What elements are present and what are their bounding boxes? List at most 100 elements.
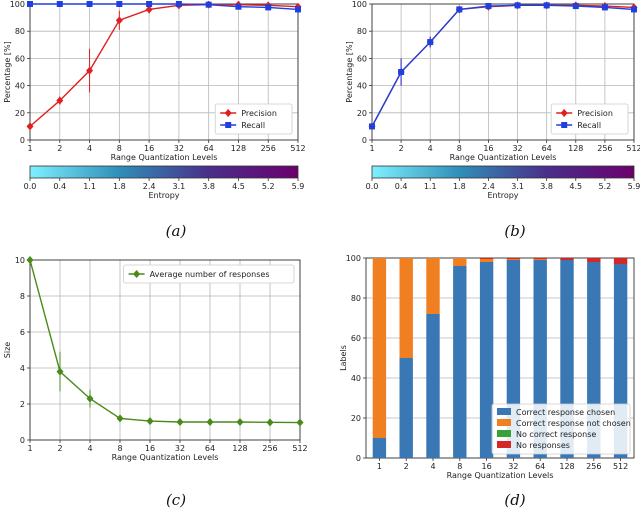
colorbar-label: Entropy [487, 191, 518, 200]
x-tick-label: 256 [262, 444, 277, 453]
bar-segment [506, 258, 521, 259]
x-tick-label: 256 [261, 144, 276, 153]
colorbar-tick-label: 3.1 [511, 182, 524, 191]
x-tick-label: 4 [430, 462, 435, 471]
x-tick-label: 16 [483, 144, 493, 153]
legend-label: No responses [516, 441, 570, 450]
colorbar-tick-label: 1.8 [113, 182, 126, 191]
legend-box [214, 103, 293, 135]
x-tick-label: 8 [117, 444, 122, 453]
x-tick-label: 64 [205, 444, 215, 453]
y-tick-label: 60 [357, 54, 367, 63]
legend-label: Precision [241, 109, 277, 118]
x-tick-label: 256 [586, 462, 601, 471]
legend-label: No correct response [516, 430, 596, 439]
legend-label: Average number of responses [150, 270, 270, 279]
bar-segment [533, 258, 547, 259]
data-point [427, 39, 434, 46]
y-axis-label: Percentage [%] [3, 41, 12, 102]
plot-frame [365, 257, 635, 459]
y-tick-label: 40 [351, 374, 361, 383]
colorbar [29, 165, 299, 179]
colorbar-tick-label: 4.5 [232, 182, 245, 191]
bar-segment [453, 258, 467, 266]
data-point [56, 96, 64, 105]
data-point [26, 256, 34, 264]
plot-frame [29, 259, 301, 441]
bar-segment [533, 259, 547, 260]
caption-d: (d) [504, 491, 525, 509]
legend-box [550, 103, 629, 135]
data-point [146, 417, 154, 426]
y-tick-label: 100 [346, 254, 361, 263]
y-tick-label: 0 [362, 136, 367, 145]
y-tick-label: 20 [357, 109, 367, 118]
x-tick-label: 4 [87, 444, 92, 453]
x-tick-label: 8 [457, 144, 462, 153]
data-point [514, 2, 521, 9]
data-point [266, 418, 274, 427]
y-tick-label: 40 [15, 82, 25, 91]
legend-swatch [497, 408, 511, 415]
x-tick-label: 64 [535, 462, 545, 471]
bar-segment [506, 259, 521, 260]
data-point [86, 394, 94, 403]
legend-marker [225, 122, 232, 128]
bar-segment [453, 266, 467, 458]
data-point [116, 414, 124, 423]
legend-label: Correct response not chosen [516, 419, 631, 428]
x-tick-label: 8 [117, 144, 122, 153]
y-tick-label: 40 [357, 82, 367, 91]
legend-label: Correct response chosen [516, 408, 615, 417]
legend-label: Recall [241, 121, 265, 130]
bar-segment [399, 358, 413, 458]
legend-marker [560, 109, 568, 117]
data-point [56, 367, 64, 376]
y-tick-label: 100 [10, 0, 25, 9]
colorbar-tick-label: 3.8 [540, 182, 553, 191]
colorbar-tick-label: 3.8 [202, 182, 215, 191]
x-tick-label: 512 [613, 462, 628, 471]
colorbar-tick-label: 0.4 [395, 182, 408, 191]
data-point [235, 3, 242, 10]
data-point [205, 1, 212, 8]
legend-marker [561, 122, 568, 128]
bar-segment [372, 438, 387, 458]
data-point [572, 3, 579, 10]
bar-segment [587, 258, 601, 262]
data-point [485, 3, 492, 10]
x-tick-label: 32 [175, 444, 185, 453]
x-tick-label: 1 [377, 462, 382, 471]
data-point [56, 1, 63, 7]
data-point [398, 69, 405, 75]
legend-box [123, 264, 295, 284]
caption-c: (c) [166, 491, 186, 509]
legend-label: Recall [577, 121, 601, 130]
bar-segment [479, 258, 494, 259]
data-point [296, 418, 304, 427]
caption-a: (a) [166, 222, 187, 240]
data-point [543, 2, 550, 9]
data-point [176, 418, 184, 426]
bar-segment [479, 262, 494, 458]
x-tick-label: 4 [87, 144, 92, 153]
legend-marker [224, 109, 232, 117]
colorbar-tick-label: 3.1 [173, 182, 186, 191]
x-tick-label: 2 [57, 444, 62, 453]
x-tick-label: 1 [27, 444, 32, 453]
y-tick-label: 80 [357, 27, 367, 36]
x-tick-label: 128 [231, 144, 246, 153]
x-tick-label: 128 [568, 144, 583, 153]
y-tick-label: 80 [351, 294, 361, 303]
data-point [116, 1, 123, 7]
data-point [265, 4, 272, 11]
x-tick-label: 2 [399, 144, 404, 153]
y-tick-label: 60 [351, 334, 361, 343]
colorbar-tick-label: 5.2 [262, 182, 275, 191]
data-point [206, 418, 214, 426]
y-axis-label: Size [3, 342, 12, 359]
y-tick-label: 2 [20, 400, 25, 409]
x-tick-label: 8 [457, 462, 462, 471]
legend-swatch [497, 441, 511, 448]
